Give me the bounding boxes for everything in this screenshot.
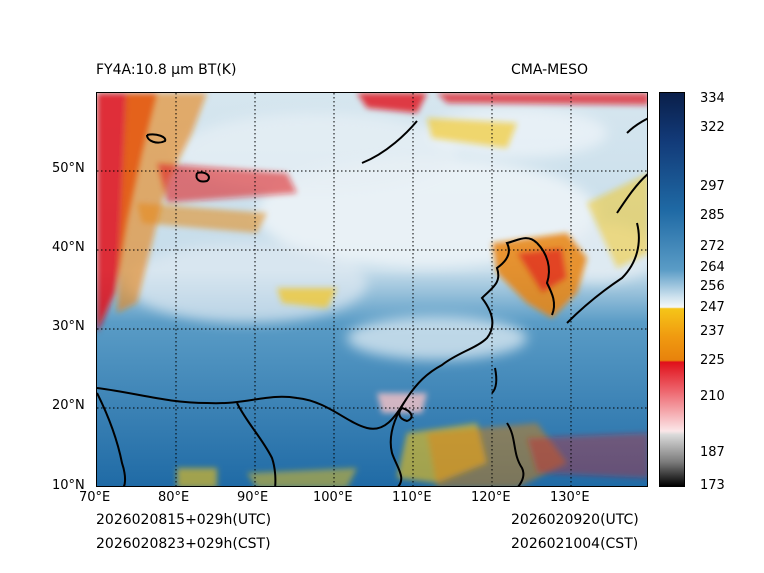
colorbar-tick-label: 210: [700, 389, 725, 404]
colorbar-gradient: [660, 93, 684, 486]
model-name: CMA-MESO: [511, 62, 589, 78]
x-tick-label: 80°E: [158, 490, 190, 505]
colorbar-tick-label: 187: [700, 445, 725, 460]
colorbar-tick-label: 322: [700, 120, 725, 135]
cold-cloud-band-west: [97, 93, 647, 333]
x-tick-label: 70°E: [79, 490, 111, 505]
y-tick-label: 20°N: [52, 398, 85, 413]
y-tick-label: 30°N: [52, 319, 85, 334]
convection-south: [177, 393, 647, 486]
colorbar-tick-label: 297: [700, 179, 725, 194]
coastlines: [97, 117, 647, 486]
init-time-cst: 2026020823+029h(CST): [96, 536, 271, 552]
colorbar-tick-label: 272: [700, 239, 725, 254]
colorbar-tick-label: 225: [700, 353, 725, 368]
graticule: [97, 93, 647, 486]
colorbar-tick-label: 264: [700, 260, 725, 275]
y-tick-label: 50°N: [52, 161, 85, 176]
valid-time-utc: 2026020920(UTC): [511, 512, 639, 528]
colorbar-tick-label: 256: [700, 279, 725, 294]
x-tick-label: 100°E: [313, 490, 353, 505]
colorbar-tick-label: 247: [700, 300, 725, 315]
colorbar-tick-label: 237: [700, 324, 725, 339]
colorbar-tick-label: 173: [700, 478, 725, 493]
y-tick-label: 40°N: [52, 240, 85, 255]
cold-cloud-korea: [492, 173, 647, 318]
colorbar-tick-label: 285: [700, 208, 725, 223]
x-tick-label: 110°E: [392, 490, 432, 505]
colorbar: [659, 92, 685, 487]
x-tick-label: 120°E: [471, 490, 511, 505]
satellite-map: [96, 92, 648, 487]
y-tick-label: 10°N: [52, 478, 85, 493]
x-tick-label: 130°E: [550, 490, 590, 505]
x-tick-label: 90°E: [237, 490, 269, 505]
valid-time-cst: 2026021004(CST): [511, 536, 639, 552]
init-time-utc: 2026020815+029h(UTC): [96, 512, 272, 528]
map-title: FY4A:10.8 µm BT(K): [96, 62, 237, 78]
colorbar-tick-label: 334: [700, 91, 725, 106]
